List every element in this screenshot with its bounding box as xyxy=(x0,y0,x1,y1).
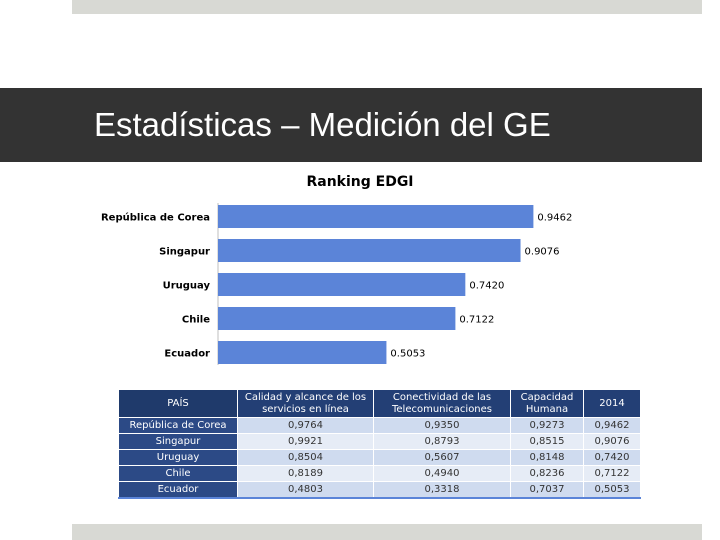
category-label-4: Ecuador xyxy=(164,349,210,360)
title-bar: Estadísticas – Medición del GE xyxy=(0,88,702,162)
ranking-edgi-chart: Ranking EDGI República de Corea 0.9462 Sin… xyxy=(101,174,572,365)
category-label-1: Singapur xyxy=(159,247,210,258)
table-cell: 0,7122 xyxy=(583,465,641,482)
table-cell: 0,8793 xyxy=(373,433,511,450)
table-row: Uruguay 0,8504 0,5607 0,8148 0,7420 xyxy=(118,449,641,466)
table-cell: 0,9350 xyxy=(373,417,511,434)
table-cell-country: Ecuador xyxy=(118,481,238,499)
value-label-3: 0.7122 xyxy=(459,315,494,326)
table-row: Singapur 0,9921 0,8793 0,8515 0,9076 xyxy=(118,433,641,450)
bar-2 xyxy=(218,273,466,296)
table-cell: 0,8515 xyxy=(510,433,584,450)
table-cell: 0,9462 xyxy=(583,417,641,434)
value-label-2: 0.7420 xyxy=(469,281,504,292)
category-label-0: República de Corea xyxy=(101,212,210,224)
table-cell: 0,7420 xyxy=(583,449,641,466)
table-row: Ecuador 0,4803 0,3318 0,7037 0,5053 xyxy=(118,481,641,499)
bar-1 xyxy=(218,239,521,262)
table-cell: 0,5607 xyxy=(373,449,511,466)
top-decor-strip xyxy=(72,0,702,14)
data-table: PAÍS Calidad y alcance de los servicios … xyxy=(118,389,641,499)
table-cell: 0,9076 xyxy=(583,433,641,450)
table-cell: 0,9764 xyxy=(237,417,374,434)
bar-4 xyxy=(218,341,387,364)
header-conectividad: Conectividad de las Telecomunicaciones xyxy=(373,389,511,418)
header-capacidad: Capacidad Humana xyxy=(510,389,584,418)
slide-title: Estadísticas – Medición del GE xyxy=(94,106,551,143)
table-cell: 0,4803 xyxy=(237,481,374,499)
value-label-4: 0.5053 xyxy=(390,349,425,360)
table-cell-country: Uruguay xyxy=(118,449,238,466)
table-cell: 0,8148 xyxy=(510,449,584,466)
bar-0 xyxy=(218,205,534,228)
table-cell: 0,9921 xyxy=(237,433,374,450)
table-cell: 0,3318 xyxy=(373,481,511,499)
table-cell: 0,9273 xyxy=(510,417,584,434)
table-cell: 0,8189 xyxy=(237,465,374,482)
bar-3 xyxy=(218,307,456,330)
chart-title: Ranking EDGI xyxy=(306,174,413,190)
table-cell: 0,4940 xyxy=(373,465,511,482)
table-cell: 0,8236 xyxy=(510,465,584,482)
table-cell: 0,8504 xyxy=(237,449,374,466)
value-label-0: 0.9462 xyxy=(537,213,572,224)
header-2014: 2014 xyxy=(583,389,641,418)
table-row: Chile 0,8189 0,4940 0,8236 0,7122 xyxy=(118,465,641,482)
category-label-2: Uruguay xyxy=(163,281,211,292)
table-cell-country: República de Corea xyxy=(118,417,238,434)
table-header-row: PAÍS Calidad y alcance de los servicios … xyxy=(118,389,641,418)
header-pais: PAÍS xyxy=(118,389,238,418)
value-label-1: 0.9076 xyxy=(525,247,560,258)
table-row: República de Corea 0,9764 0,9350 0,9273 … xyxy=(118,417,641,434)
table-cell: 0,5053 xyxy=(583,481,641,499)
table-cell-country: Singapur xyxy=(118,433,238,450)
table-cell: 0,7037 xyxy=(510,481,584,499)
bottom-decor-strip xyxy=(72,524,702,540)
header-calidad: Calidad y alcance de los servicios en lí… xyxy=(237,389,374,418)
table-cell-country: Chile xyxy=(118,465,238,482)
category-label-3: Chile xyxy=(182,315,210,326)
